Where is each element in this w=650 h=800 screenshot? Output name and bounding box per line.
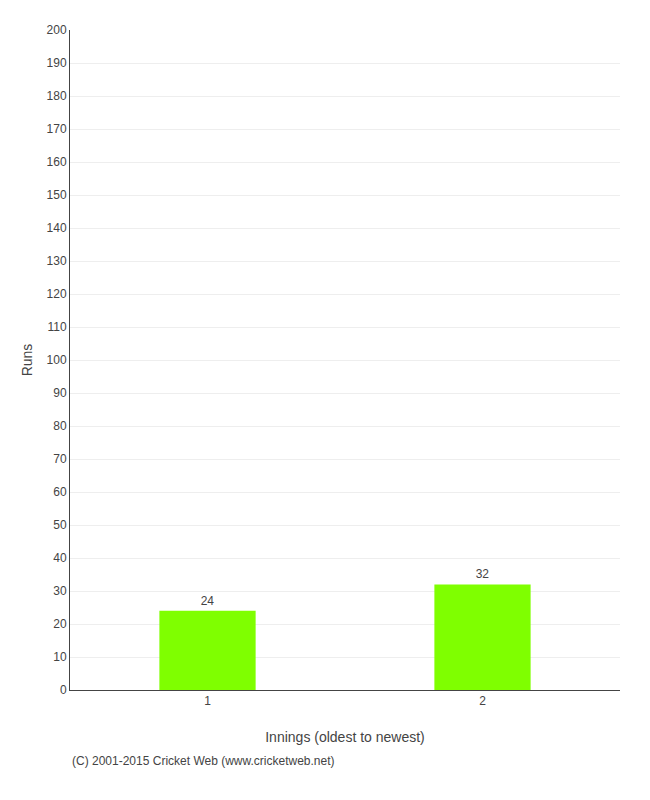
svg-text:80: 80	[53, 419, 67, 433]
svg-text:160: 160	[47, 155, 67, 169]
svg-text:Innings (oldest to newest): Innings (oldest to newest)	[265, 729, 425, 745]
svg-text:50: 50	[53, 518, 67, 532]
svg-text:180: 180	[47, 89, 67, 103]
svg-text:90: 90	[53, 386, 67, 400]
svg-text:Runs: Runs	[19, 344, 35, 377]
svg-text:170: 170	[47, 122, 67, 136]
svg-text:110: 110	[47, 320, 66, 334]
svg-text:10: 10	[53, 650, 67, 664]
svg-text:1: 1	[204, 694, 211, 708]
svg-text:(C) 2001-2015 Cricket Web (www: (C) 2001-2015 Cricket Web (www.cricketwe…	[72, 754, 335, 768]
svg-text:140: 140	[47, 221, 67, 235]
svg-text:190: 190	[47, 56, 67, 70]
svg-text:2: 2	[479, 694, 486, 708]
svg-text:200: 200	[47, 23, 67, 37]
svg-text:100: 100	[47, 353, 67, 367]
svg-text:0: 0	[60, 683, 67, 697]
svg-text:20: 20	[53, 617, 67, 631]
svg-text:24: 24	[201, 594, 215, 608]
svg-text:60: 60	[53, 485, 67, 499]
svg-text:30: 30	[53, 584, 67, 598]
svg-text:120: 120	[47, 287, 67, 301]
svg-text:32: 32	[476, 567, 490, 581]
svg-text:130: 130	[47, 254, 67, 268]
svg-text:150: 150	[47, 188, 67, 202]
svg-text:40: 40	[53, 551, 67, 565]
svg-text:70: 70	[53, 452, 67, 466]
